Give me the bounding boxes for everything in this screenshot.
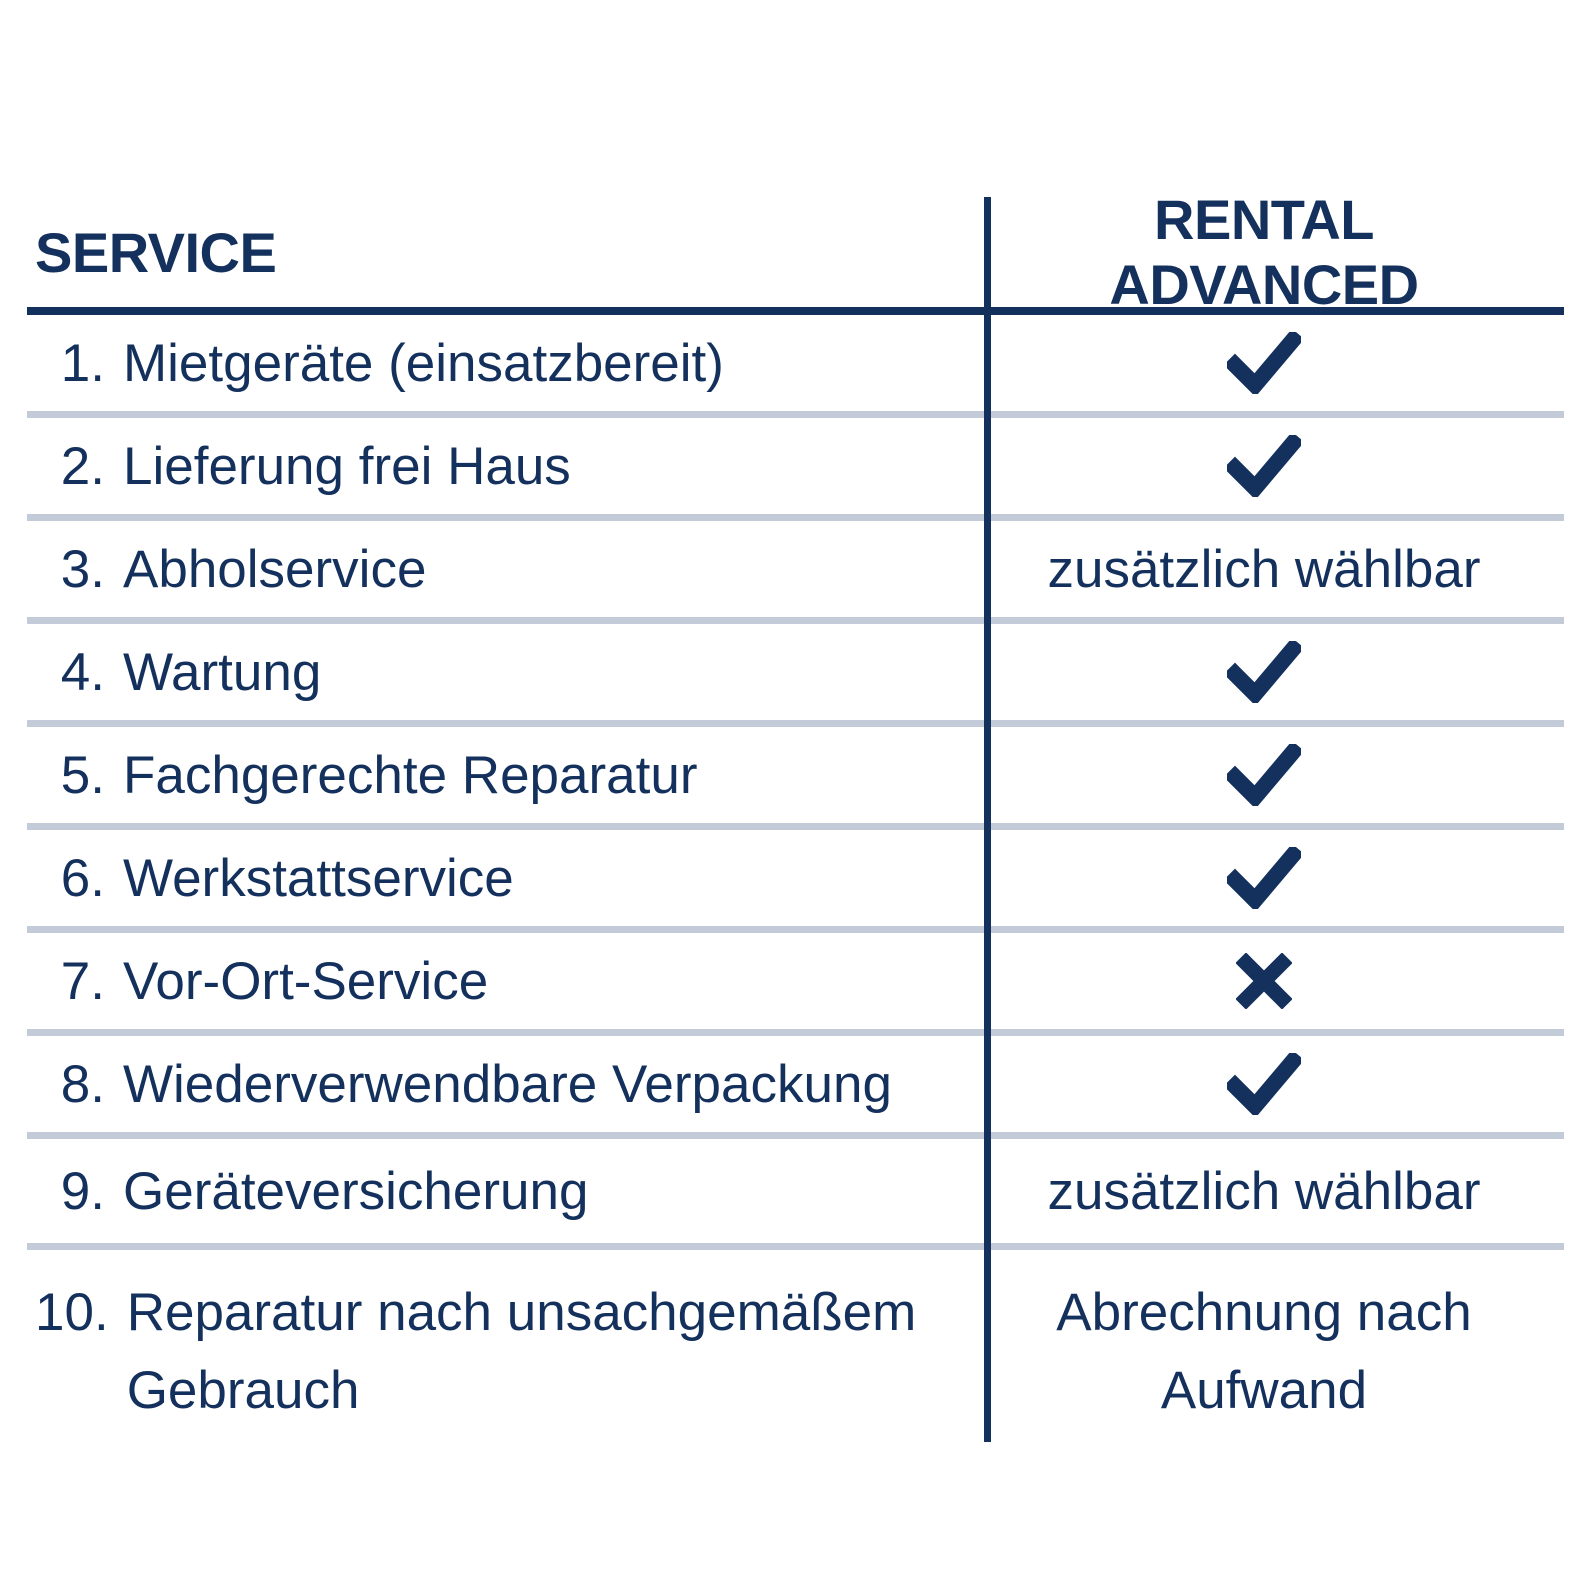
check-icon — [1227, 847, 1301, 909]
table-row: 4. Wartung — [27, 624, 1564, 727]
service-cell: 7. Vor-Ort-Service — [27, 955, 984, 1008]
service-label: Fachgerechte Reparatur — [123, 745, 698, 805]
service-cell: 6. Werkstattservice — [27, 852, 984, 905]
service-label: Werkstattservice — [123, 848, 514, 908]
row-number: 5. — [60, 745, 105, 805]
value-cell — [984, 953, 1564, 1009]
service-cell: 8. Wiederverwendbare Verpackung — [27, 1058, 984, 1111]
table-row: 5. Fachgerechte Reparatur — [27, 727, 1564, 830]
row-number: 1. — [60, 333, 105, 393]
value-cell — [984, 332, 1564, 394]
service-cell: 2. Lieferung frei Haus — [27, 440, 984, 493]
value-text: Abrechnung nach Aufwand — [1056, 1283, 1472, 1420]
value-cell — [984, 435, 1564, 497]
table-row: 8. Wiederverwendbare Verpackung — [27, 1036, 1564, 1139]
table-row: 10. Reparatur nach unsachgemäßem Gebrauc… — [27, 1250, 1564, 1440]
service-label: Wiederverwendbare Verpackung — [123, 1054, 892, 1114]
row-number: 7. — [60, 951, 105, 1011]
service-cell: 5. Fachgerechte Reparatur — [27, 749, 984, 802]
row-number: 3. — [60, 539, 105, 599]
row-number: 10. — [35, 1283, 109, 1342]
table-row: 9. Geräteversicherung zusätzlich wählbar — [27, 1139, 1564, 1250]
row-number: 9. — [60, 1161, 105, 1221]
check-icon — [1227, 744, 1301, 806]
table-row: 7. Vor-Ort-Service — [27, 933, 1564, 1036]
row-number: 2. — [60, 436, 105, 496]
check-icon — [1227, 641, 1301, 703]
cross-icon — [1236, 953, 1292, 1009]
value-cell: Abrechnung nach Aufwand — [984, 1250, 1564, 1430]
service-cell: 4. Wartung — [27, 646, 984, 699]
table-header-row: SERVICE RENTAL ADVANCED — [27, 188, 1564, 316]
service-cell: 1. Mietgeräte (einsatzbereit) — [27, 337, 984, 390]
row-number: 4. — [60, 642, 105, 702]
value-cell — [984, 641, 1564, 703]
check-icon — [1227, 1053, 1301, 1115]
service-label: Mietgeräte (einsatzbereit) — [123, 333, 724, 393]
value-cell — [984, 744, 1564, 806]
service-label: Reparatur nach unsachgemäßem Gebrauch — [126, 1283, 917, 1420]
service-cell: 9. Geräteversicherung — [27, 1165, 984, 1218]
service-label: Vor-Ort-Service — [123, 951, 489, 1011]
value-text: zusätzlich wählbar — [1047, 1161, 1481, 1221]
service-cell: 10. Reparatur nach unsachgemäßem Gebrauc… — [27, 1250, 984, 1430]
table-row: 1. Mietgeräte (einsatzbereit) — [27, 315, 1564, 418]
row-number: 8. — [60, 1054, 105, 1114]
column-divider-line — [984, 197, 991, 1442]
value-cell — [984, 847, 1564, 909]
value-cell — [984, 1053, 1564, 1115]
table-row: 2. Lieferung frei Haus — [27, 418, 1564, 521]
service-label: Geräteversicherung — [123, 1161, 589, 1221]
check-icon — [1227, 332, 1301, 394]
service-cell: 3. Abholservice — [27, 543, 984, 596]
service-comparison-table: SERVICE RENTAL ADVANCED 1. Mietgeräte (e… — [27, 188, 1564, 1442]
service-label: Abholservice — [123, 539, 427, 599]
value-cell: zusätzlich wählbar — [984, 1165, 1564, 1218]
value-text: zusätzlich wählbar — [1047, 539, 1481, 599]
service-label: Wartung — [123, 642, 322, 702]
check-icon — [1227, 435, 1301, 497]
service-label: Lieferung frei Haus — [123, 436, 571, 496]
row-number: 6. — [60, 848, 105, 908]
value-cell: zusätzlich wählbar — [984, 543, 1564, 596]
table-row: 6. Werkstattservice — [27, 830, 1564, 933]
column-header-rental-advanced: RENTAL ADVANCED — [1109, 188, 1419, 316]
table-row: 3. Abholservice zusätzlich wählbar — [27, 521, 1564, 624]
column-header-service: SERVICE — [35, 220, 277, 284]
